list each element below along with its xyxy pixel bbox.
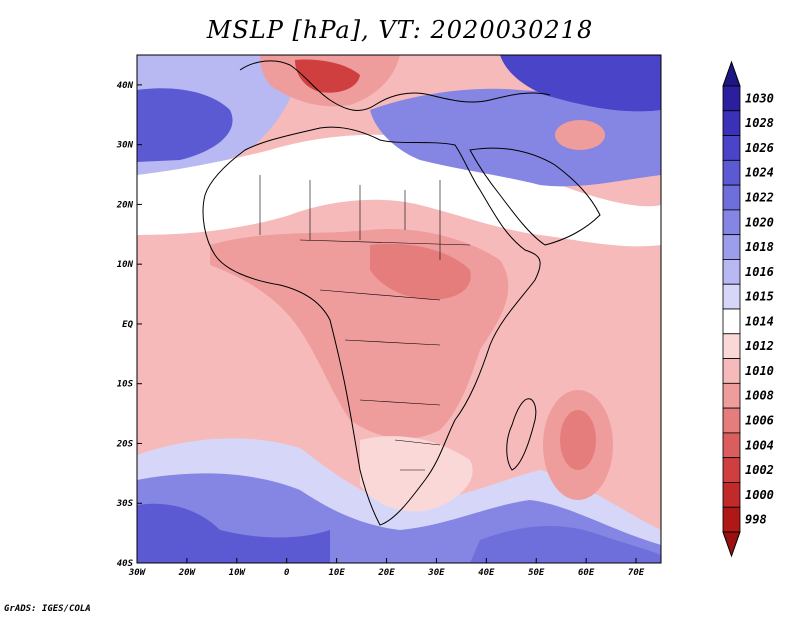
colorbar-label: 1028: [745, 116, 774, 130]
low-pressure-indian-ocean-core: [560, 410, 596, 470]
colorbar-label: 1018: [745, 240, 774, 254]
credit-label: GrADS: IGES/COLA: [4, 604, 91, 614]
arabia-coastline: [469, 147, 601, 246]
low-pressure-persia: [555, 120, 605, 150]
colorbar-label: 1020: [745, 215, 774, 229]
colorbar-top-arrow: [722, 60, 741, 87]
high-pressure-east-med-core: [500, 55, 661, 112]
lon-tick-label: 0: [284, 568, 290, 578]
lon-tick-label: 30W: [128, 568, 147, 578]
colorbar-label: 1015: [745, 290, 774, 304]
colorbar-label: 1016: [745, 265, 774, 279]
lat-tick-label: 30S: [116, 499, 134, 509]
lon-tick-label: 30E: [427, 568, 445, 578]
lat-tick-label: 10N: [117, 260, 134, 270]
lon-tick-label: 10W: [229, 568, 247, 578]
colorbar-swatch: [722, 482, 741, 508]
colorbar-label: 1022: [745, 191, 774, 205]
colorbar-swatch: [722, 382, 741, 409]
colorbar-label: 1024: [745, 166, 774, 180]
chart-title: MSLP [hPa], VT: 2020030218: [206, 16, 594, 44]
lon-tick-label: 60E: [578, 568, 595, 578]
lat-tick-label: 40S: [117, 559, 134, 569]
colorbar-label: 1008: [745, 389, 774, 403]
neutral-zone-southern-africa: [360, 436, 473, 512]
colorbar-label: 998: [745, 513, 767, 527]
colorbar-swatch: [722, 308, 741, 335]
colorbar-label: 1026: [745, 141, 774, 155]
colorbar-label: 1006: [745, 414, 774, 428]
colorbar-label: 1004: [745, 438, 774, 452]
colorbar-swatch: [722, 209, 741, 236]
lon-tick-label: 40E: [478, 568, 495, 578]
country-borders: [259, 175, 471, 471]
neutral-zone-sahara: [137, 134, 661, 247]
colorbar-bottom-arrow: [722, 531, 741, 558]
europe-coastline: [239, 60, 551, 111]
lat-tick-label: 30N: [116, 141, 134, 151]
colorbar-swatch: [722, 358, 741, 384]
colorbar-label: 1002: [745, 463, 774, 477]
colorbar-label: 1012: [745, 339, 774, 353]
lat-tick-label: 20N: [116, 200, 134, 210]
colorbar-swatch: [722, 407, 741, 434]
colorbar-label: 1030: [745, 91, 774, 105]
colorbar-swatch: [722, 432, 741, 459]
colorbar-swatch: [722, 234, 741, 260]
lon-tick-label: 20E: [377, 568, 395, 578]
colorbar-swatch: [722, 184, 741, 211]
high-pressure-atlantic-core: [137, 88, 233, 162]
madagascar-coastline: [506, 398, 537, 471]
colorbar-swatch: [722, 457, 741, 483]
lat-tick-label: 10S: [117, 380, 134, 390]
colorbar-label: 1010: [745, 364, 774, 378]
map-area: [137, 55, 661, 563]
lon-tick-label: 20W: [178, 568, 197, 578]
lat-tick-label: 20S: [116, 439, 134, 449]
colorbar-label: 1000: [745, 488, 774, 502]
colorbar-swatch: [722, 283, 741, 310]
high-pressure-south-core: [137, 503, 330, 563]
axis-ticks: 30W 20W 10W 0 10E 20E 30E 40E 50E 60E 70E 40S 30S 20S…: [116, 81, 645, 578]
low-pressure-central-africa-core: [370, 243, 471, 300]
africa-coastline: [202, 126, 541, 526]
lon-tick-label: 70E: [628, 568, 645, 578]
colorbar-swatch: [722, 259, 741, 285]
colorbar-swatch: [722, 159, 741, 186]
colorbar-swatch: [722, 135, 741, 161]
colorbar-swatch: [722, 333, 741, 359]
lon-tick-label: 50E: [528, 568, 545, 578]
lat-tick-label: 40N: [117, 81, 134, 91]
lon-tick-label: 10E: [328, 568, 345, 578]
colorbar-swatch: [722, 506, 741, 533]
high-pressure-south-core-east: [470, 525, 661, 563]
colorbar: 1030 1028 1026 1024 1022 1020 1018 1016 1015 1014…: [722, 60, 774, 558]
lat-tick-label: EQ: [122, 320, 133, 330]
map-frame: [136, 54, 662, 564]
colorbar-label: 1014: [745, 314, 774, 328]
colorbar-swatch: [722, 110, 741, 136]
colorbar-swatch: [722, 85, 741, 112]
